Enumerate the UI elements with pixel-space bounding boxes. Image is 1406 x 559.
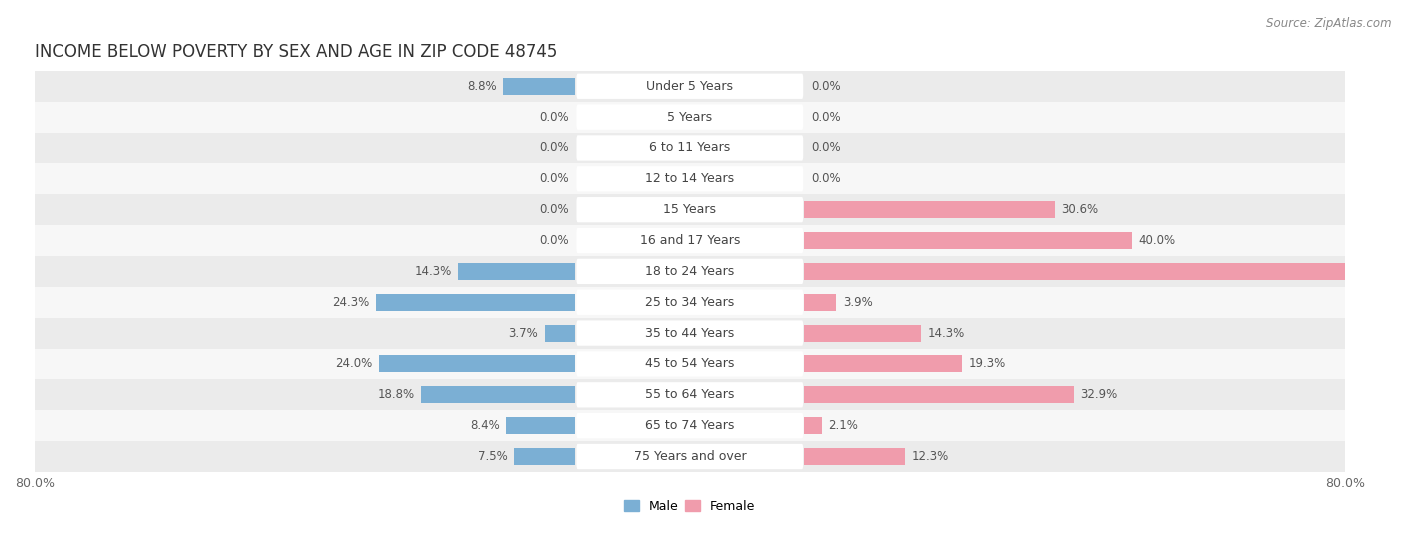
Bar	[506, 417, 575, 434]
FancyBboxPatch shape	[35, 225, 1344, 256]
FancyBboxPatch shape	[35, 410, 1344, 441]
FancyBboxPatch shape	[576, 197, 803, 222]
Text: 3.9%: 3.9%	[844, 296, 873, 309]
Bar	[378, 356, 575, 372]
Bar	[546, 325, 575, 342]
FancyBboxPatch shape	[576, 135, 803, 160]
FancyBboxPatch shape	[35, 102, 1344, 132]
Text: 14.3%: 14.3%	[928, 326, 966, 340]
Bar	[513, 448, 575, 465]
Text: 40.0%: 40.0%	[1139, 234, 1175, 247]
Bar	[804, 201, 1054, 218]
Bar	[804, 325, 921, 342]
Text: Source: ZipAtlas.com: Source: ZipAtlas.com	[1267, 17, 1392, 30]
FancyBboxPatch shape	[576, 166, 803, 192]
Text: 73.6%: 73.6%	[1360, 265, 1400, 278]
Text: 0.0%: 0.0%	[538, 234, 568, 247]
Text: 32.9%: 32.9%	[1080, 389, 1118, 401]
Bar	[458, 263, 575, 280]
Text: 6 to 11 Years: 6 to 11 Years	[650, 141, 731, 154]
Text: 16 and 17 Years: 16 and 17 Years	[640, 234, 740, 247]
FancyBboxPatch shape	[35, 71, 1344, 102]
Text: 0.0%: 0.0%	[538, 172, 568, 186]
Bar	[503, 78, 575, 94]
FancyBboxPatch shape	[576, 74, 803, 99]
FancyBboxPatch shape	[35, 380, 1344, 410]
Text: 19.3%: 19.3%	[969, 357, 1007, 371]
FancyBboxPatch shape	[35, 287, 1344, 318]
FancyBboxPatch shape	[35, 348, 1344, 380]
Text: 35 to 44 Years: 35 to 44 Years	[645, 326, 734, 340]
Text: 24.3%: 24.3%	[333, 296, 370, 309]
Text: INCOME BELOW POVERTY BY SEX AND AGE IN ZIP CODE 48745: INCOME BELOW POVERTY BY SEX AND AGE IN Z…	[35, 43, 557, 61]
Text: 5 Years: 5 Years	[668, 111, 713, 124]
FancyBboxPatch shape	[576, 320, 803, 346]
FancyBboxPatch shape	[576, 105, 803, 130]
Text: 0.0%: 0.0%	[811, 172, 841, 186]
Text: 0.0%: 0.0%	[538, 141, 568, 154]
Text: 75 Years and over: 75 Years and over	[634, 450, 747, 463]
Bar	[804, 263, 1406, 280]
FancyBboxPatch shape	[35, 195, 1344, 225]
FancyBboxPatch shape	[576, 228, 803, 253]
FancyBboxPatch shape	[576, 444, 803, 469]
Text: 8.8%: 8.8%	[467, 80, 496, 93]
Text: 55 to 64 Years: 55 to 64 Years	[645, 389, 734, 401]
Text: 7.5%: 7.5%	[478, 450, 508, 463]
FancyBboxPatch shape	[35, 318, 1344, 348]
Text: 8.4%: 8.4%	[470, 419, 501, 432]
FancyBboxPatch shape	[35, 132, 1344, 163]
Text: 0.0%: 0.0%	[811, 141, 841, 154]
Legend: Male, Female: Male, Female	[619, 495, 761, 518]
Bar	[804, 417, 821, 434]
Text: 18.8%: 18.8%	[378, 389, 415, 401]
Bar	[422, 386, 575, 403]
Text: 0.0%: 0.0%	[538, 111, 568, 124]
FancyBboxPatch shape	[576, 290, 803, 315]
Text: 12 to 14 Years: 12 to 14 Years	[645, 172, 734, 186]
FancyBboxPatch shape	[576, 382, 803, 408]
Text: 3.7%: 3.7%	[509, 326, 538, 340]
Bar	[377, 294, 575, 311]
Text: 2.1%: 2.1%	[828, 419, 858, 432]
FancyBboxPatch shape	[576, 259, 803, 284]
Bar	[804, 386, 1074, 403]
Bar	[804, 232, 1132, 249]
Text: 12.3%: 12.3%	[911, 450, 949, 463]
Text: 65 to 74 Years: 65 to 74 Years	[645, 419, 734, 432]
Text: 25 to 34 Years: 25 to 34 Years	[645, 296, 734, 309]
FancyBboxPatch shape	[35, 163, 1344, 195]
Bar	[804, 294, 837, 311]
Text: 45 to 54 Years: 45 to 54 Years	[645, 357, 734, 371]
Text: 14.3%: 14.3%	[415, 265, 451, 278]
Text: 30.6%: 30.6%	[1062, 203, 1098, 216]
FancyBboxPatch shape	[35, 441, 1344, 472]
Bar	[804, 356, 963, 372]
Text: 0.0%: 0.0%	[811, 111, 841, 124]
FancyBboxPatch shape	[576, 413, 803, 438]
Bar	[804, 448, 905, 465]
Text: 18 to 24 Years: 18 to 24 Years	[645, 265, 734, 278]
Text: Under 5 Years: Under 5 Years	[647, 80, 734, 93]
Text: 15 Years: 15 Years	[664, 203, 716, 216]
Text: 24.0%: 24.0%	[335, 357, 373, 371]
Text: 0.0%: 0.0%	[811, 80, 841, 93]
Text: 0.0%: 0.0%	[538, 203, 568, 216]
FancyBboxPatch shape	[35, 256, 1344, 287]
FancyBboxPatch shape	[576, 351, 803, 377]
